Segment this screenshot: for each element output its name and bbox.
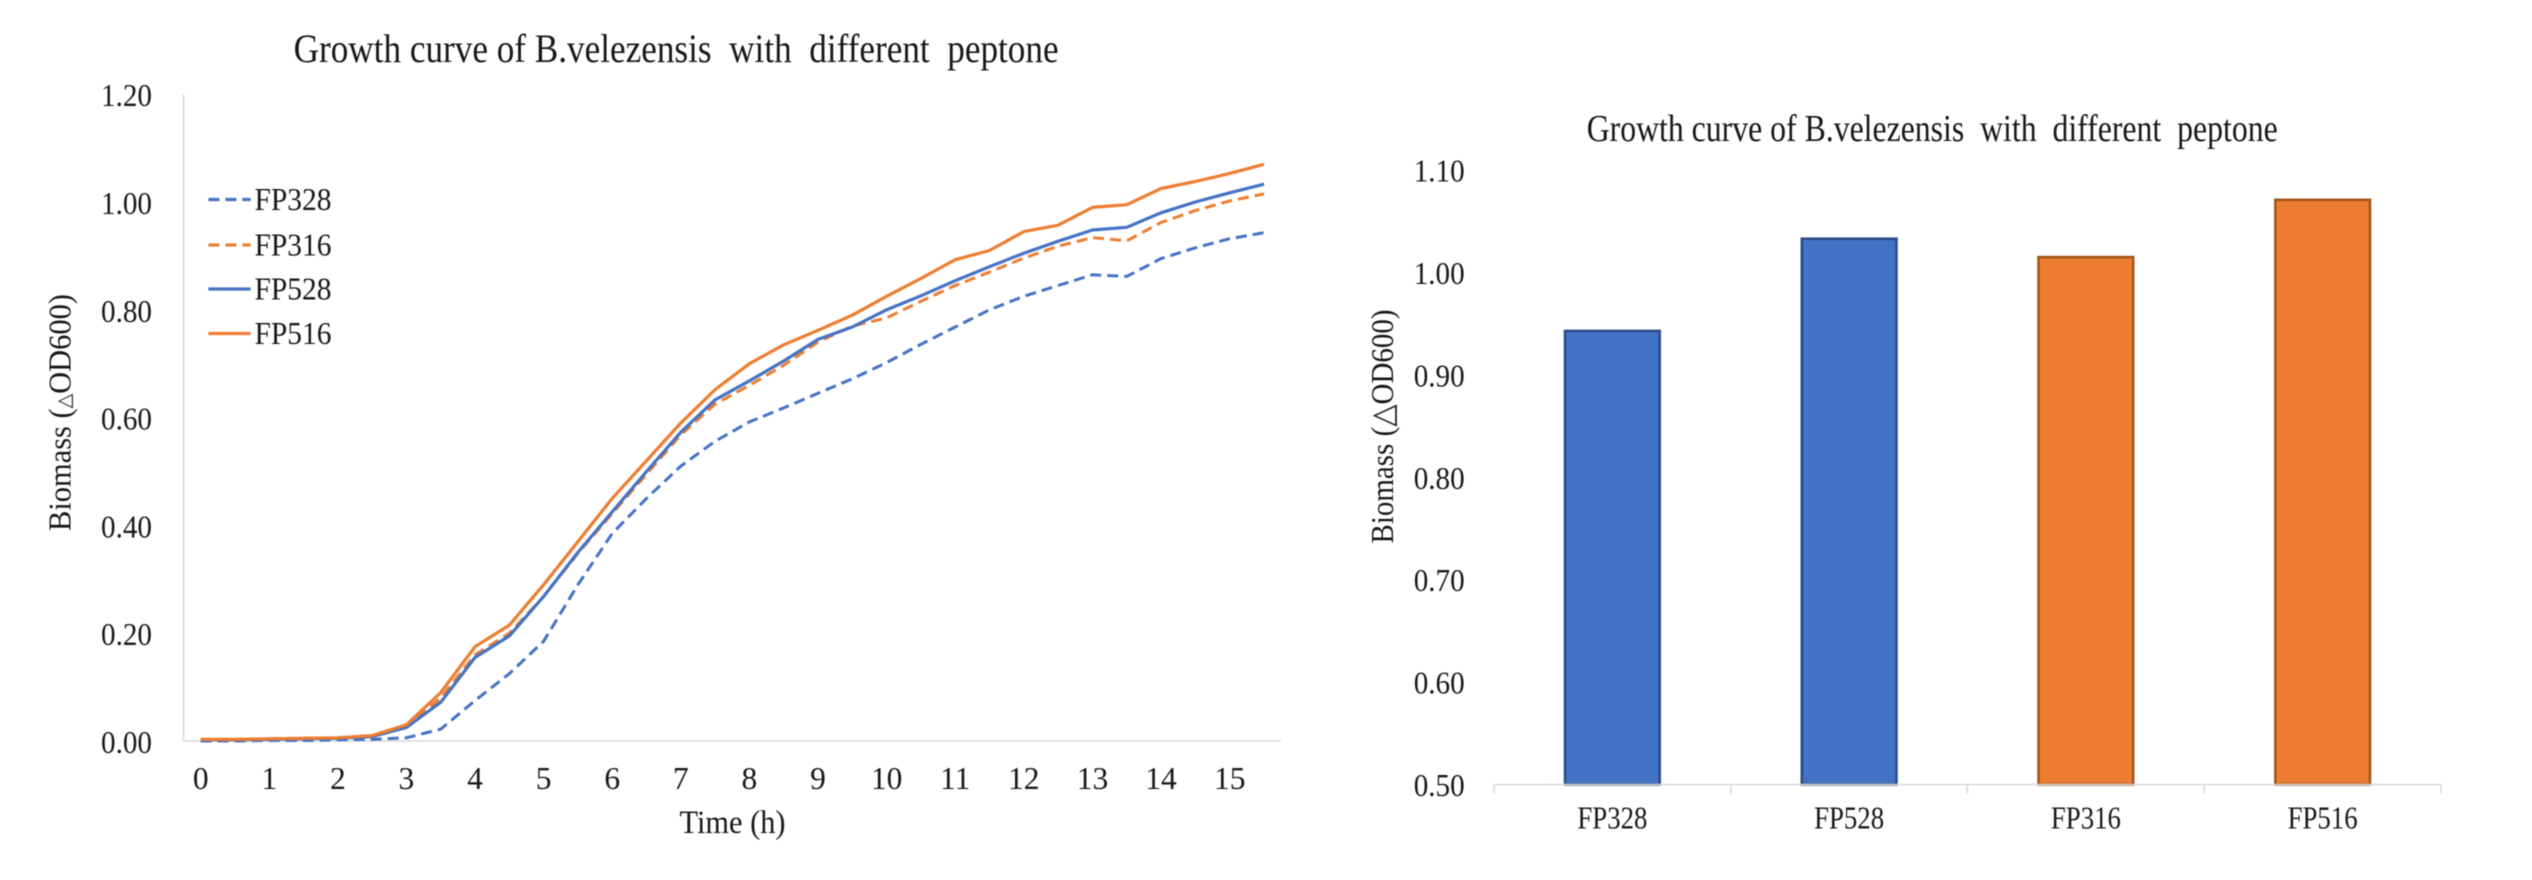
- svg-text:Biomass (△OD600): Biomass (△OD600): [1365, 310, 1400, 544]
- svg-text:0.60: 0.60: [1414, 666, 1465, 701]
- svg-text:1.00: 1.00: [1414, 256, 1465, 291]
- svg-text:0.50: 0.50: [1414, 768, 1465, 803]
- svg-text:10: 10: [871, 761, 903, 796]
- svg-text:FP516: FP516: [2288, 801, 2358, 836]
- svg-text:0.20: 0.20: [101, 617, 152, 652]
- svg-text:FP328: FP328: [1577, 801, 1647, 836]
- svg-text:0.70: 0.70: [1414, 563, 1465, 598]
- svg-text:3: 3: [399, 761, 415, 796]
- svg-text:1: 1: [261, 761, 277, 796]
- svg-text:0.60: 0.60: [101, 402, 152, 437]
- svg-text:0.00: 0.00: [101, 725, 152, 760]
- svg-text:2: 2: [330, 761, 346, 796]
- svg-text:Biomass (△OD600): Biomass (△OD600): [43, 294, 78, 531]
- svg-text:0.40: 0.40: [101, 509, 152, 544]
- svg-text:8: 8: [742, 761, 758, 796]
- svg-text:14: 14: [1145, 761, 1177, 796]
- svg-text:1.20: 1.20: [101, 78, 152, 113]
- svg-text:5: 5: [536, 761, 552, 796]
- svg-text:0.80: 0.80: [101, 294, 152, 329]
- svg-text:11: 11: [940, 761, 970, 796]
- svg-text:1.00: 1.00: [101, 186, 152, 221]
- svg-text:12: 12: [1008, 761, 1040, 796]
- svg-text:13: 13: [1077, 761, 1109, 796]
- svg-text:FP316: FP316: [255, 228, 332, 263]
- svg-text:FP328: FP328: [255, 182, 332, 217]
- svg-text:6: 6: [604, 761, 620, 796]
- svg-text:FP516: FP516: [255, 316, 332, 351]
- svg-text:0.90: 0.90: [1414, 358, 1465, 393]
- svg-text:FP528: FP528: [1814, 801, 1884, 836]
- svg-text:9: 9: [810, 761, 826, 796]
- svg-text:1.10: 1.10: [1414, 154, 1465, 189]
- svg-text:4: 4: [467, 761, 483, 796]
- svg-text:Time (h): Time (h): [680, 805, 786, 841]
- svg-text:Growth curve of B.velezensis w: Growth curve of B.velezensis with differ…: [1587, 108, 2278, 150]
- svg-text:FP528: FP528: [255, 272, 332, 307]
- svg-text:0: 0: [193, 761, 209, 796]
- svg-text:15: 15: [1214, 761, 1246, 796]
- svg-text:Growth curve of B.velezensis w: Growth curve of B.velezensis with differ…: [294, 26, 1059, 71]
- svg-text:FP316: FP316: [2051, 801, 2121, 836]
- svg-text:7: 7: [673, 761, 689, 796]
- svg-text:0.80: 0.80: [1414, 461, 1465, 496]
